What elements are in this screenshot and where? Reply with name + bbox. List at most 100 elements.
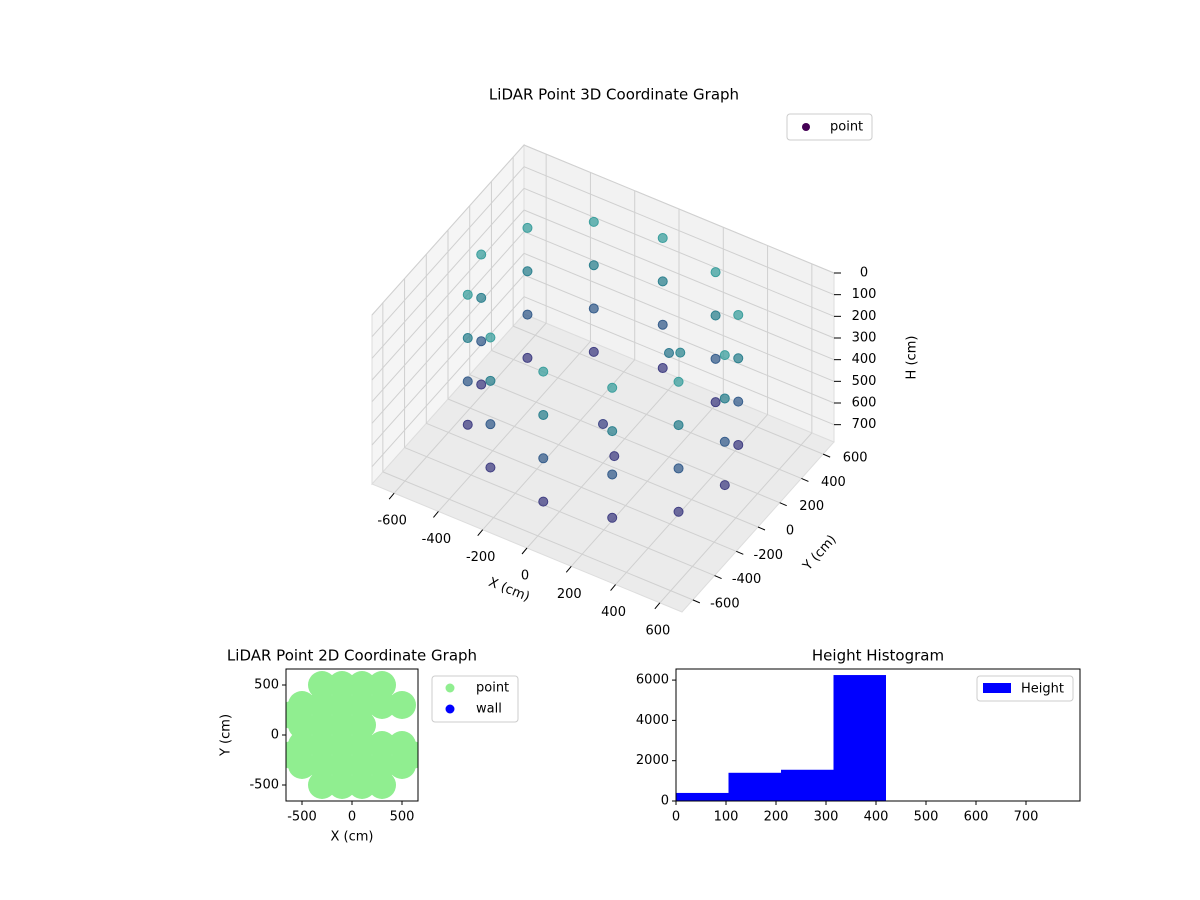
y-tick-label: 400 xyxy=(821,475,846,490)
point xyxy=(388,691,416,719)
y-tick-label: -500 xyxy=(249,778,279,793)
tick-mark xyxy=(692,599,701,604)
chart-title: Height Histogram xyxy=(812,647,944,665)
point xyxy=(673,463,684,474)
tick-mark xyxy=(801,477,809,482)
tick-mark xyxy=(477,529,484,537)
chart-title: LiDAR Point 2D Coordinate Graph xyxy=(227,647,477,665)
point xyxy=(538,453,549,464)
grid-line xyxy=(523,209,835,339)
x-tick-label: 600 xyxy=(645,623,670,638)
point xyxy=(348,711,376,739)
x-tick-label: 400 xyxy=(601,605,626,620)
point xyxy=(733,439,744,450)
bar xyxy=(833,675,886,801)
grid-line xyxy=(512,325,824,455)
grid-line xyxy=(426,422,737,552)
tick-mark xyxy=(521,547,528,555)
point xyxy=(588,260,599,271)
x-tick-label: 300 xyxy=(814,810,839,825)
grid-line xyxy=(523,231,835,361)
x-tick-label: 0 xyxy=(672,810,680,825)
y-tick-label: -600 xyxy=(710,596,740,611)
z-tick-label: 400 xyxy=(852,352,877,367)
legend-box xyxy=(976,675,1074,702)
point xyxy=(657,319,668,330)
point xyxy=(664,348,674,358)
legend-marker xyxy=(445,683,455,693)
point xyxy=(308,751,336,779)
point xyxy=(398,741,418,769)
x-tick-label: 500 xyxy=(914,810,939,825)
legend-marker xyxy=(802,123,810,131)
point xyxy=(675,347,686,358)
point xyxy=(308,671,336,699)
z-tick-label: 0 xyxy=(860,266,868,281)
point xyxy=(710,397,721,408)
point xyxy=(710,353,721,364)
point xyxy=(588,216,599,227)
point xyxy=(476,336,487,347)
y-tick-label: 2000 xyxy=(636,753,669,768)
bar xyxy=(781,769,834,801)
point xyxy=(710,267,721,278)
x-tick-label: -200 xyxy=(466,550,496,565)
tick-mark xyxy=(388,492,395,500)
point xyxy=(607,382,618,393)
z-tick-label: 600 xyxy=(852,396,877,411)
x-tick-label: 200 xyxy=(557,587,582,602)
point xyxy=(607,469,618,480)
point xyxy=(588,303,599,314)
point xyxy=(538,496,549,507)
z-tick-label: 200 xyxy=(852,309,877,324)
point xyxy=(462,419,473,430)
tick-mark xyxy=(654,602,661,610)
point xyxy=(476,292,487,303)
grid-line xyxy=(523,187,835,317)
point xyxy=(673,506,684,517)
point xyxy=(733,353,744,364)
x-tick-label: 100 xyxy=(714,810,739,825)
tick-mark xyxy=(714,575,722,580)
point xyxy=(522,309,533,320)
y-tick-label: 0 xyxy=(271,728,279,743)
tick-mark xyxy=(757,526,766,531)
point xyxy=(485,375,496,386)
y-tick-label: 4000 xyxy=(636,713,669,728)
point xyxy=(538,409,549,420)
point xyxy=(368,751,396,779)
point xyxy=(462,333,473,344)
x-tick-label: 400 xyxy=(864,810,889,825)
point xyxy=(328,691,356,719)
point xyxy=(588,346,599,357)
tick-mark xyxy=(736,550,744,555)
point xyxy=(328,711,356,739)
point xyxy=(733,309,744,320)
point xyxy=(348,751,376,779)
legend-label: Height xyxy=(1021,682,1064,697)
legend-box xyxy=(431,675,519,723)
point xyxy=(538,366,549,377)
point xyxy=(328,731,356,759)
point xyxy=(522,266,533,277)
grid-line xyxy=(523,166,835,296)
y-tick-label: -200 xyxy=(754,548,784,563)
grid-line xyxy=(371,274,525,446)
legend-marker xyxy=(445,704,455,714)
point xyxy=(348,691,376,719)
bar xyxy=(728,772,781,801)
y-tick-label: 200 xyxy=(799,499,824,514)
x-tick-label: 0 xyxy=(348,810,356,825)
point xyxy=(719,436,730,447)
point xyxy=(348,771,376,799)
point xyxy=(308,731,336,759)
point xyxy=(328,671,356,699)
point xyxy=(710,310,721,321)
point xyxy=(308,691,336,719)
y-tick-label: 500 xyxy=(254,678,279,693)
point xyxy=(657,363,668,374)
grid-line xyxy=(371,296,525,467)
grid-line xyxy=(371,144,525,316)
x-tick-label: 700 xyxy=(1014,810,1039,825)
point xyxy=(657,276,668,287)
